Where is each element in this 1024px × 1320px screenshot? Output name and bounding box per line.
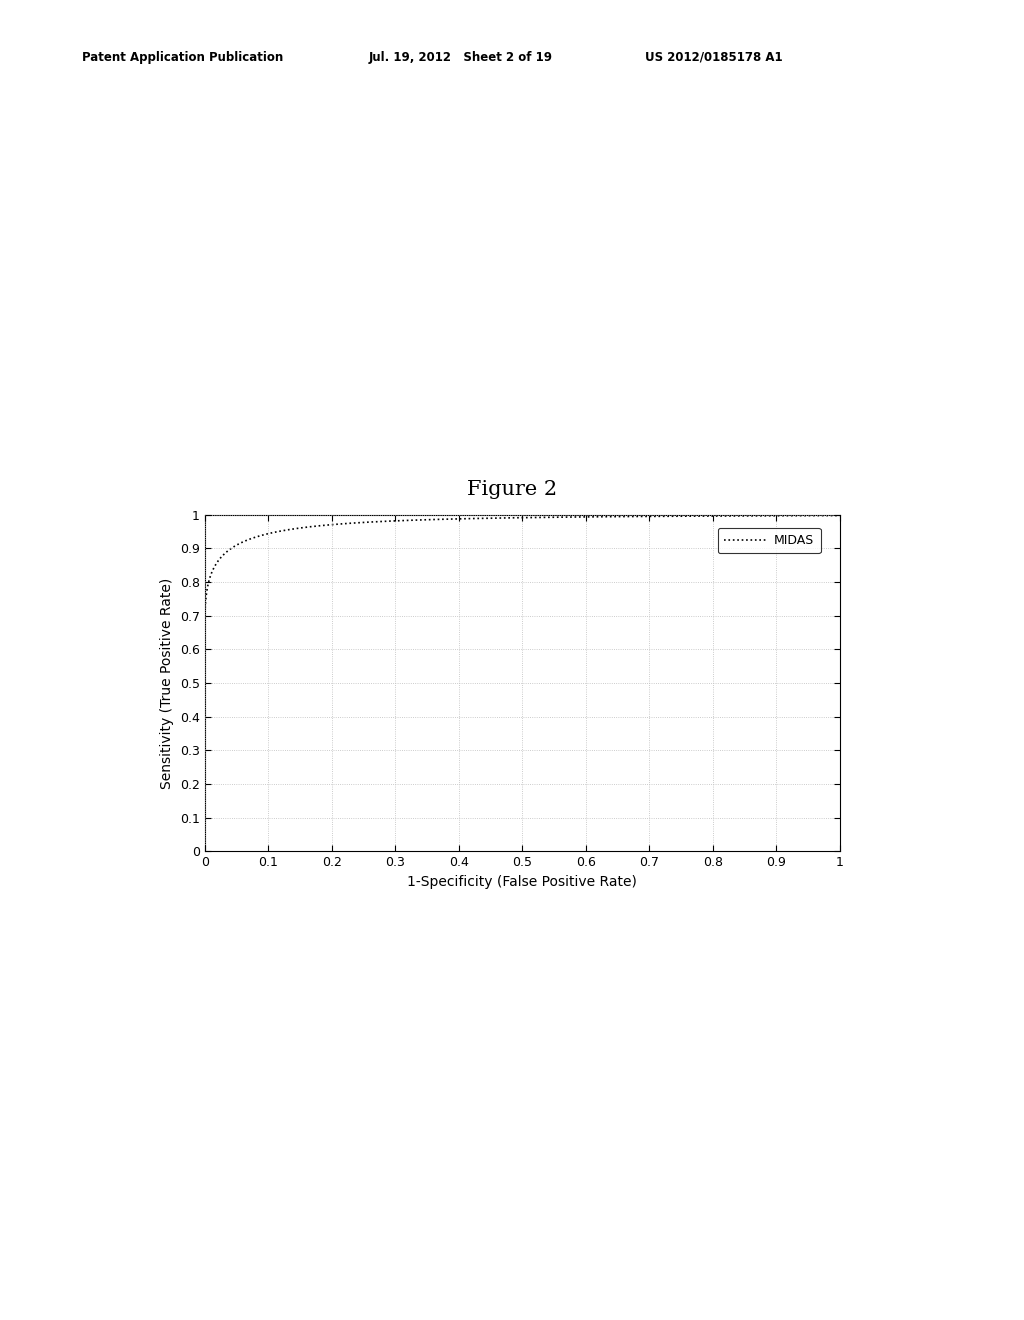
Text: Figure 2: Figure 2 [467,480,557,499]
Text: Patent Application Publication: Patent Application Publication [82,50,284,63]
X-axis label: 1-Specificity (False Positive Rate): 1-Specificity (False Positive Rate) [408,875,637,888]
Text: Jul. 19, 2012   Sheet 2 of 19: Jul. 19, 2012 Sheet 2 of 19 [369,50,553,63]
Y-axis label: Sensitivity (True Positive Rate): Sensitivity (True Positive Rate) [161,577,174,789]
Legend: MIDAS: MIDAS [718,528,820,553]
Text: US 2012/0185178 A1: US 2012/0185178 A1 [645,50,782,63]
